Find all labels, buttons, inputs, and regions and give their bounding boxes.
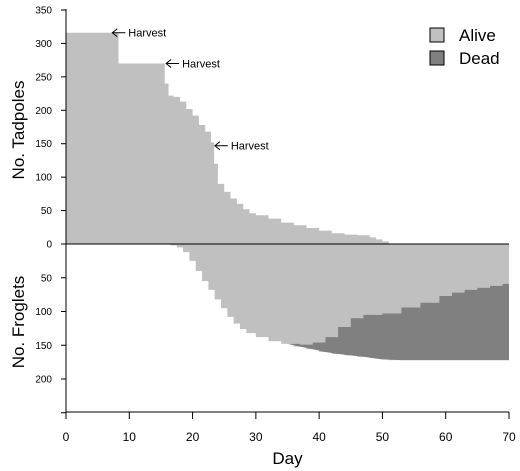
y-tick-label-froglets: 200 [35, 375, 52, 386]
froglets-dead-area [287, 283, 509, 361]
legend-label: Alive [459, 26, 496, 45]
x-tick-label: 30 [249, 430, 263, 444]
y-tick-label-froglets: 100 [35, 307, 52, 318]
harvest-label: Harvest [231, 141, 269, 153]
x-tick-label: 0 [63, 430, 70, 444]
y-tick-label-tadpoles: 100 [35, 173, 52, 184]
y-tick-label-froglets: 50 [41, 273, 53, 284]
y-tick-label-tadpoles: 200 [35, 106, 52, 117]
x-axis-title: Day [272, 449, 303, 468]
harvest-label: Harvest [182, 58, 220, 70]
x-tick-label: 40 [312, 430, 326, 444]
legend-swatch [429, 27, 445, 43]
harvest-arrow-icon [165, 59, 172, 68]
x-tick-label: 10 [123, 430, 137, 444]
y-tick-label-tadpoles: 50 [41, 206, 53, 217]
harvest-arrow-icon [111, 28, 118, 38]
harvest-annotation: Harvest [214, 141, 269, 153]
tadpoles-alive-area [66, 32, 389, 244]
x-tick-label: 60 [439, 430, 453, 444]
x-tick-label: 50 [376, 430, 390, 444]
legend: Alive Dead [429, 26, 500, 68]
y-tick-label-tadpoles: 350 [35, 6, 52, 17]
legend-swatch [429, 50, 445, 66]
x-tick-label: 70 [502, 430, 516, 444]
harvest-annotation: Harvest [111, 28, 166, 40]
y-tick-label-tadpoles: 0 [46, 240, 52, 251]
harvest-annotation: Harvest [165, 58, 220, 70]
harvest-label: Harvest [128, 28, 166, 40]
x-tick-label: 20 [186, 430, 200, 444]
y-axis-title-tadpoles: No. Tadpoles [9, 81, 28, 180]
y-tick-label-tadpoles: 300 [35, 39, 52, 50]
harvest-arrow-icon [214, 141, 221, 151]
y-tick-label-tadpoles: 150 [35, 139, 52, 150]
legend-label: Dead [459, 49, 500, 68]
y-tick-label-froglets: 150 [35, 341, 52, 352]
y-tick-label-tadpoles: 250 [35, 72, 52, 83]
y-axis-title-froglets: No. Froglets [9, 276, 28, 369]
